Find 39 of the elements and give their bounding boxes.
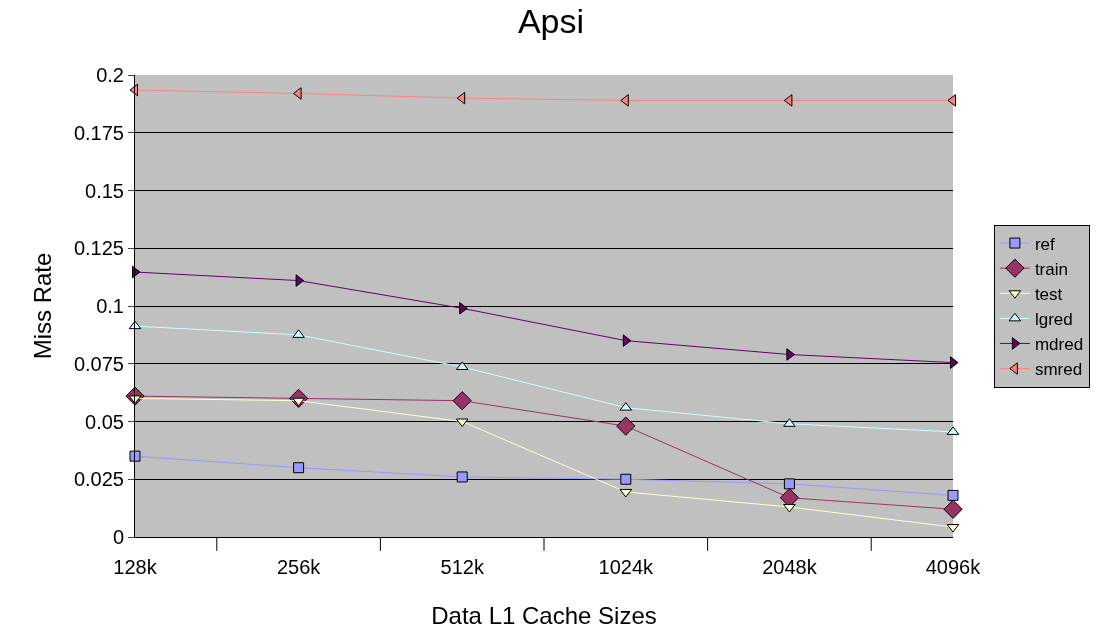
x-tick-label: 4096k: [925, 556, 982, 578]
point: [783, 503, 796, 513]
point: [622, 334, 632, 347]
y-tick-label: 0.1: [96, 295, 124, 317]
point: [620, 473, 632, 485]
legend-label: mdred: [1034, 335, 1084, 355]
point: [943, 499, 963, 519]
x-tick-label: 512k: [440, 556, 485, 578]
legend-label: lgred: [1034, 309, 1073, 329]
point: [452, 391, 472, 411]
y-tick-label: 0.075: [73, 352, 124, 375]
y-tick-label: 0.025: [73, 468, 124, 491]
y-tick-label: 0: [112, 526, 124, 548]
legend-label: smred: [1034, 360, 1083, 380]
legend-label: train: [1034, 259, 1068, 279]
point: [295, 274, 305, 287]
chart-title: Apsi: [517, 2, 585, 41]
y-tick-label: 0.125: [73, 237, 124, 260]
x-tick-label: 1024k: [598, 556, 655, 578]
y-tick-label: 0.175: [73, 121, 124, 144]
x-tick-label: 256k: [276, 556, 322, 578]
point: [783, 94, 793, 107]
point: [616, 416, 636, 436]
point: [947, 489, 959, 501]
x-tick-label: 128k: [113, 556, 158, 578]
point: [129, 450, 141, 462]
x-axis-title: Data L1 Cache Sizes: [431, 602, 657, 630]
x-tick-label: 2048k: [762, 556, 818, 578]
y-tick-label: 0.15: [85, 179, 124, 202]
y-tick-label: 0.05: [85, 410, 124, 433]
point: [456, 91, 466, 105]
legend-label: test: [1034, 284, 1063, 304]
point: [456, 471, 468, 483]
point: [293, 462, 305, 474]
legend-label: ref: [1034, 234, 1056, 254]
y-tick-label: 0.2: [96, 64, 124, 86]
point: [783, 478, 795, 490]
point: [619, 488, 633, 498]
y-axis-title: Miss Rate: [29, 252, 57, 360]
